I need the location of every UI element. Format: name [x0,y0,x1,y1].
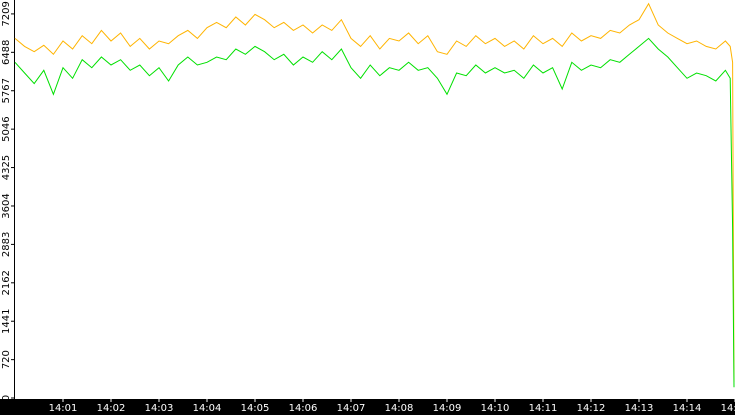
x-tick-label: 14:07 [337,403,366,414]
x-tick-label: 14:04 [193,403,222,414]
y-tick-label: 5046 [1,116,12,141]
x-axis-band [0,399,735,415]
x-tick-label: 14:06 [289,403,318,414]
x-tick-label: 14:12 [577,403,606,414]
x-tick-label: 14:08 [385,403,414,414]
y-tick-label: 2162 [1,270,12,295]
series-line [14,37,735,388]
x-tick-label: 14:01 [49,403,78,414]
x-tick-label: 14:02 [97,403,126,414]
y-tick-label: 5767 [1,78,12,103]
y-tick-label: 6488 [1,40,12,65]
y-tick-label: 720 [1,350,12,369]
y-tick-label: 4325 [1,155,12,180]
x-tick-label: 14:13 [625,403,654,414]
y-tick-label: 0 [1,395,12,401]
y-tick-label: 3604 [1,193,12,218]
y-tick-label: 2883 [1,232,12,257]
x-tick-label: 14:05 [241,403,270,414]
x-tick-label: 14:14 [673,403,702,414]
x-tick-label: 14:15 [721,403,735,414]
series-line [14,2,735,383]
x-tick-label: 14:11 [529,403,558,414]
y-tick-label: 1441 [1,308,12,333]
x-tick-label: 14:09 [433,403,462,414]
x-tick-label: 14:10 [481,403,510,414]
x-tick-label: 14:03 [145,403,174,414]
y-tick-label: 7209 [1,1,12,26]
